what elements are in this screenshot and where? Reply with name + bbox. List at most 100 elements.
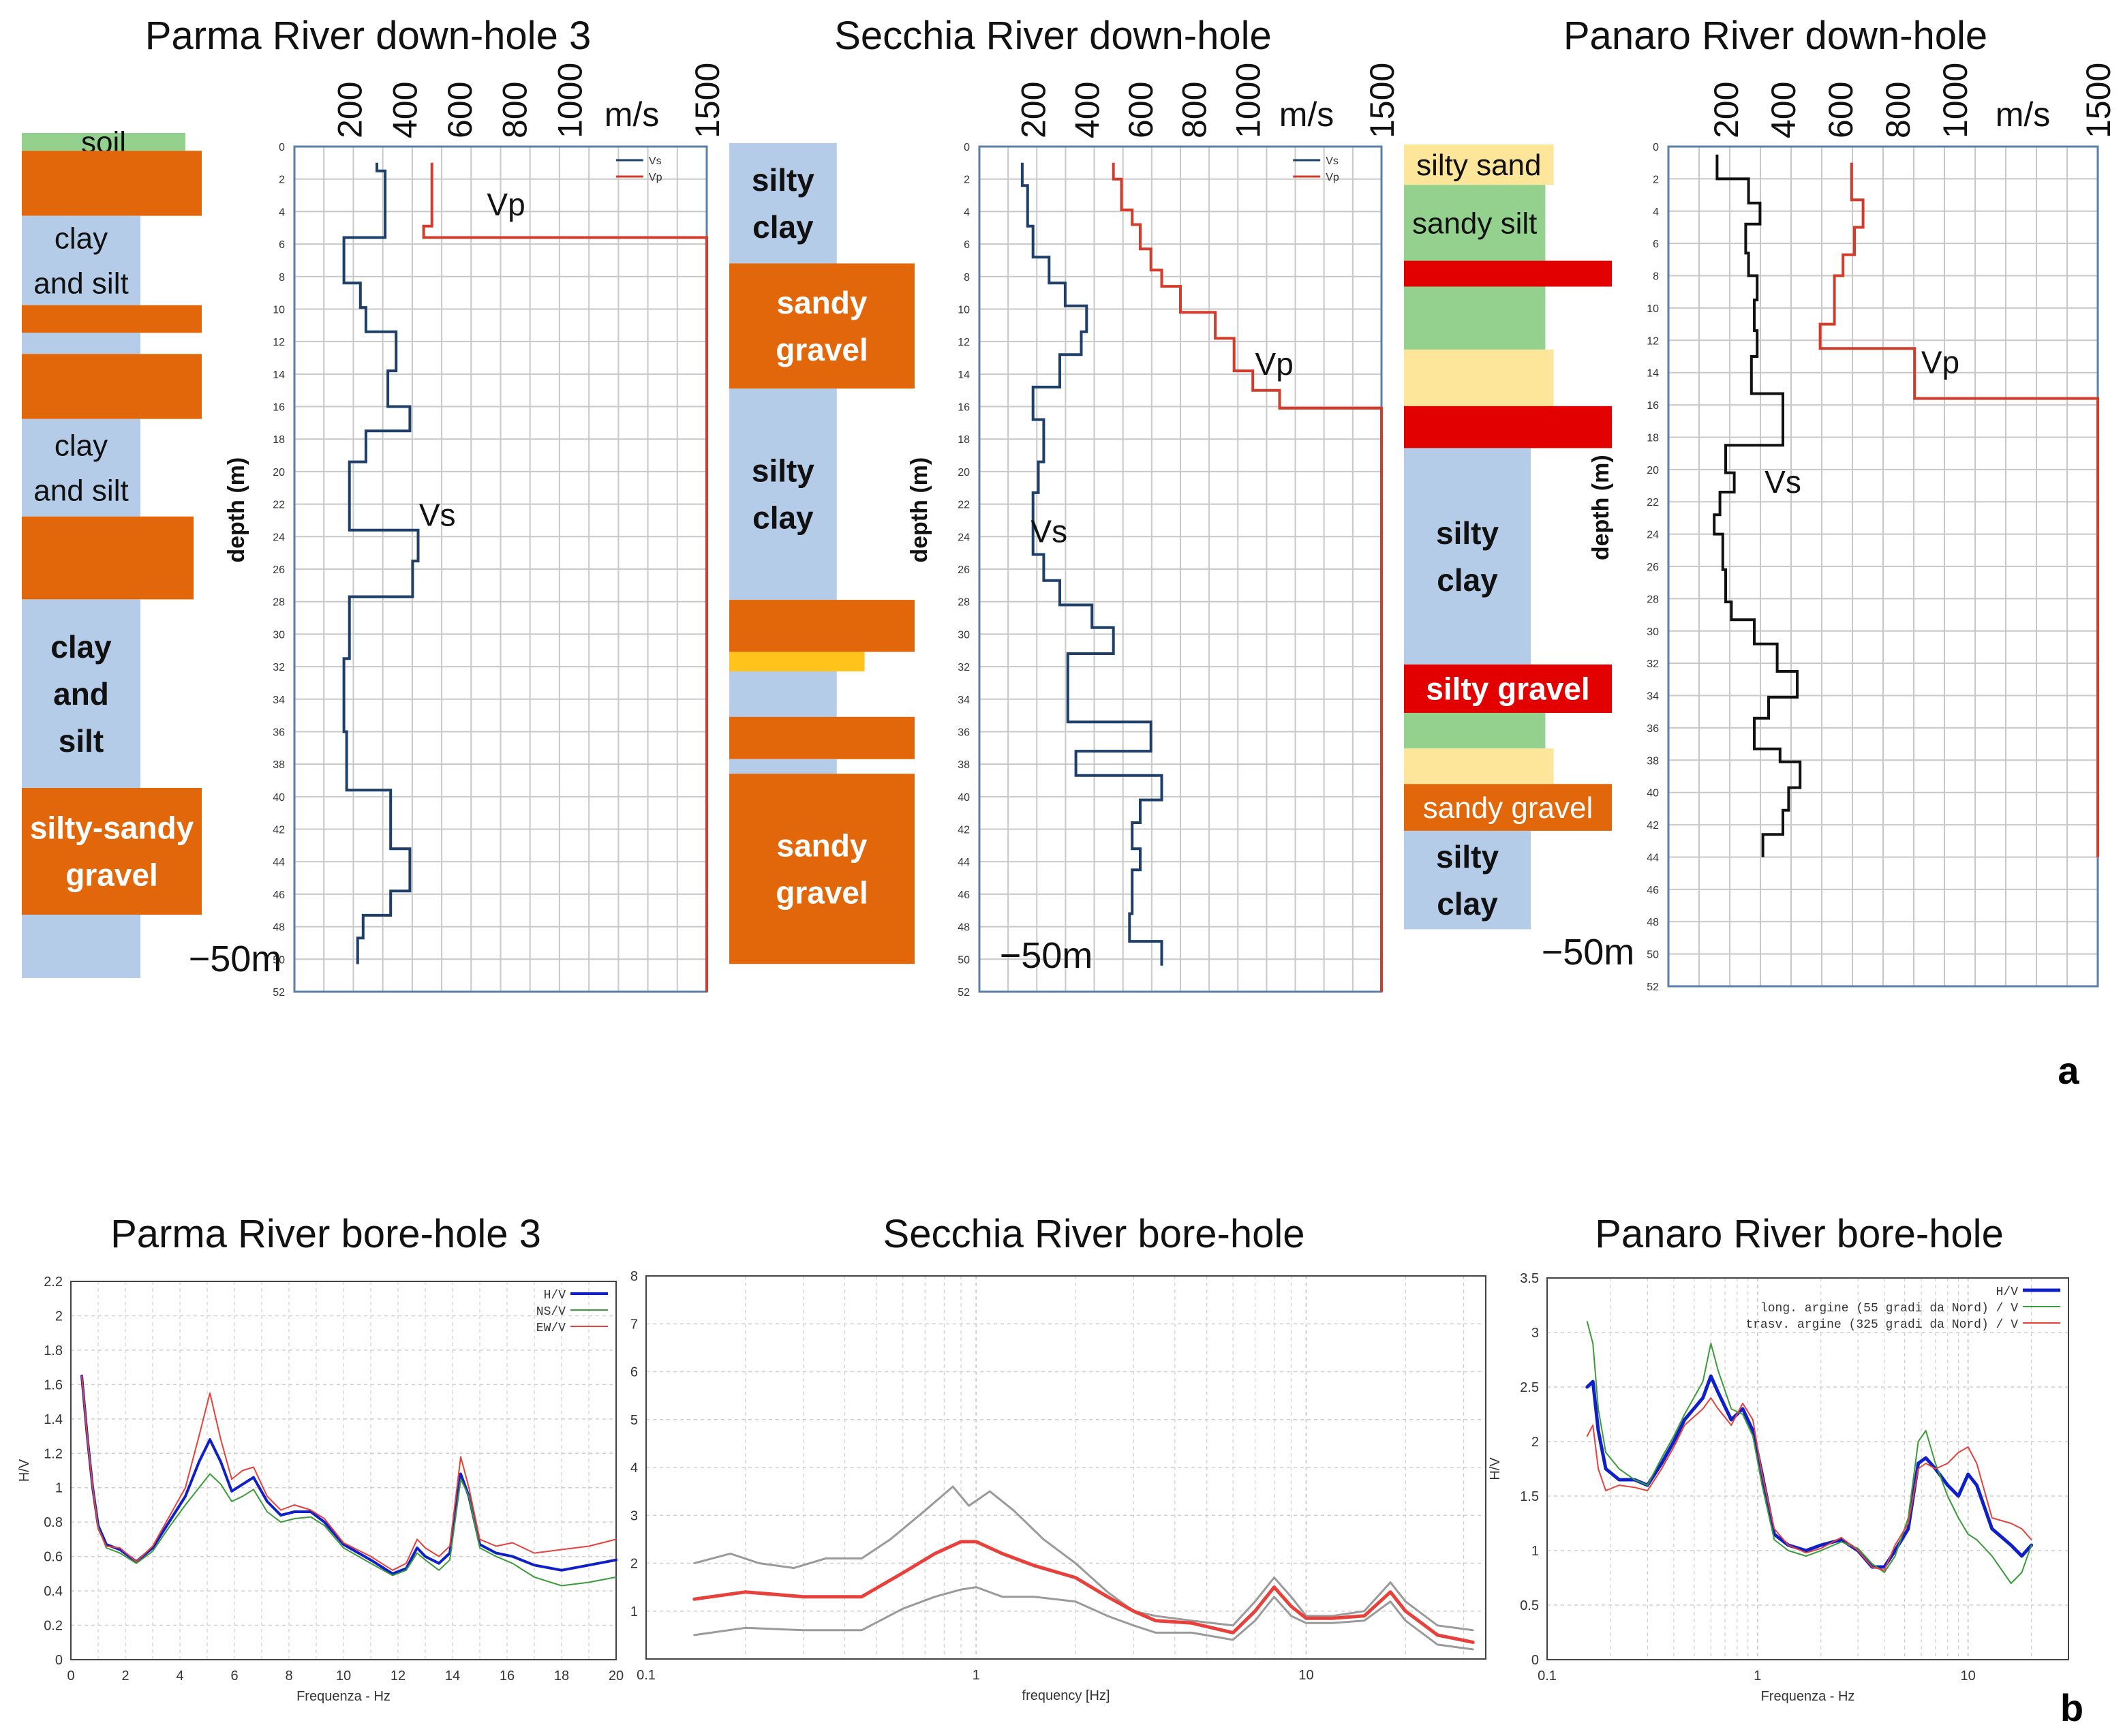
series-line-1 (692, 1540, 1475, 1644)
y-tick-label: 12 (1647, 335, 1659, 347)
lithology-layer (22, 151, 202, 216)
y-tick-label: 1.8 (44, 1343, 63, 1358)
y-tick-label: 16 (273, 402, 285, 414)
lithology-label-line: sandy gravel (1423, 791, 1593, 825)
lithology-layer (1404, 286, 1546, 350)
y-tick-label: 52 (273, 987, 285, 999)
lithology-label-line: sandy silt (1412, 207, 1537, 240)
series-line-vs (342, 162, 420, 964)
y-tick-label: 48 (273, 922, 285, 934)
y-tick-label: 1 (55, 1481, 63, 1496)
y-tick-label: 32 (958, 662, 970, 673)
y-axis-label: H/V (1488, 1457, 1503, 1480)
y-tick-label: 16 (1647, 400, 1659, 412)
series-annotation: Vs (1765, 464, 1801, 500)
y-tick-label: 42 (958, 825, 970, 836)
y-tick-label: 36 (1647, 723, 1659, 735)
y-tick-label: 3.5 (1520, 1271, 1539, 1286)
series-line-2 (1586, 1397, 2032, 1571)
lithology-label-line: silty (1436, 839, 1499, 874)
y-tick-label: 2 (55, 1309, 63, 1324)
y-tick-label: 46 (958, 889, 970, 901)
y-tick-label: 1.4 (44, 1412, 63, 1427)
lithology-layer (22, 354, 202, 419)
y-tick-label: 38 (1647, 755, 1659, 767)
y-tick-label: 22 (273, 500, 285, 511)
lithology-layer (1404, 784, 1612, 831)
series-line-2 (693, 1586, 1474, 1651)
lithology-layer (22, 133, 185, 151)
x-axis-label: Frequenza - Hz (1761, 1689, 1855, 1704)
legend: H/V long. argine (55 gradi da Nord) / V tr… (1745, 1285, 2060, 1332)
depth-bottom-label: −50m (1542, 932, 1635, 973)
legend-label: trasv. argine (325 gradi da Nord) / V (1745, 1318, 2018, 1332)
lithology-layer (729, 143, 837, 264)
series-annotation: Vs (419, 498, 456, 533)
chart-title: Panaro River bore-hole (1595, 1212, 2004, 1256)
lithology-label: silty clay (1436, 839, 1499, 922)
lithology-layer (729, 389, 837, 600)
y-tick-label: 30 (273, 629, 285, 641)
lithology-label: clay and silt (50, 629, 112, 759)
lithology-label-line: clay (50, 629, 112, 665)
legend-label: Vs (649, 155, 662, 167)
y-tick-label: 18 (1647, 432, 1659, 444)
lithology-layer (22, 418, 140, 517)
lithology-layer (22, 305, 202, 333)
series-annotation: Vs (1030, 513, 1067, 549)
lithology-layer (22, 599, 140, 788)
lithology-label: sandy silt (1412, 207, 1537, 240)
series-line-vs (1713, 154, 1802, 857)
x-tick-label: 1 (1754, 1669, 1761, 1684)
series-line-1 (1586, 1321, 2032, 1584)
series-line-vp (1112, 162, 1383, 992)
lithology-label-line: clay (752, 209, 814, 245)
lithology-layer (729, 759, 837, 774)
y-tick-label: 4 (279, 207, 285, 218)
x-tick-label: 600 (1822, 82, 1860, 138)
y-tick-label: 0 (1531, 1653, 1539, 1668)
y-tick-label: 8 (1653, 271, 1659, 283)
x-axis-unit: m/s (1996, 95, 2051, 134)
legend: H/V NS/V EW/V (536, 1289, 608, 1335)
legend-label: Vp (649, 172, 662, 183)
grid (979, 146, 1381, 992)
y-tick-label: 24 (958, 532, 970, 543)
lithology-label-line: clay (1437, 886, 1498, 922)
y-tick-label: 2 (279, 174, 285, 186)
legend-label: EW/V (536, 1322, 566, 1335)
legend: Vs Vp (1293, 155, 1339, 183)
x-tick-label: 1500 (688, 63, 727, 138)
y-tick-label: 18 (273, 434, 285, 446)
y-tick-label: 2.2 (44, 1275, 63, 1290)
x-axis-unit: m/s (1279, 95, 1334, 134)
x-axis-label: frequency [Hz] (1022, 1688, 1110, 1703)
y-tick-label: 0 (1653, 142, 1659, 153)
y-tick-label: 20 (273, 467, 285, 478)
y-tick-label: 6 (279, 239, 285, 251)
lithology-label-line: and silt (33, 267, 128, 301)
lithology-layer (22, 788, 202, 915)
grid (1668, 146, 2098, 987)
depth-bottom-label: −50m (189, 939, 282, 979)
x-axis-label: Frequenza - Hz (296, 1689, 391, 1704)
lithology-column: silty sand sandy silt silty clay silty grave… (1404, 144, 1612, 930)
x-tick-label: 200 (1015, 82, 1053, 138)
x-tick-label: 1500 (1363, 63, 1401, 138)
lithology-layer (1404, 712, 1546, 749)
y-tick-label: 16 (958, 402, 970, 414)
lithology-layer (1404, 748, 1554, 785)
y-tick-label: 46 (273, 889, 285, 901)
y-axis-label: H/V (17, 1459, 32, 1482)
grid (1546, 1277, 2069, 1660)
x-tick-label: 400 (386, 82, 424, 138)
y-tick-label: 1.6 (44, 1377, 63, 1392)
y-tick-label: 40 (273, 792, 285, 804)
y-tick-label: 28 (958, 597, 970, 609)
lithology-label-line: silty (752, 162, 814, 198)
x-tick-label: 0.1 (1538, 1669, 1557, 1684)
y-tick-label: 24 (273, 532, 285, 543)
lithology-layer (22, 215, 140, 305)
chart-title: Panaro River down-hole (1563, 14, 1987, 58)
lithology-layer (22, 333, 140, 354)
